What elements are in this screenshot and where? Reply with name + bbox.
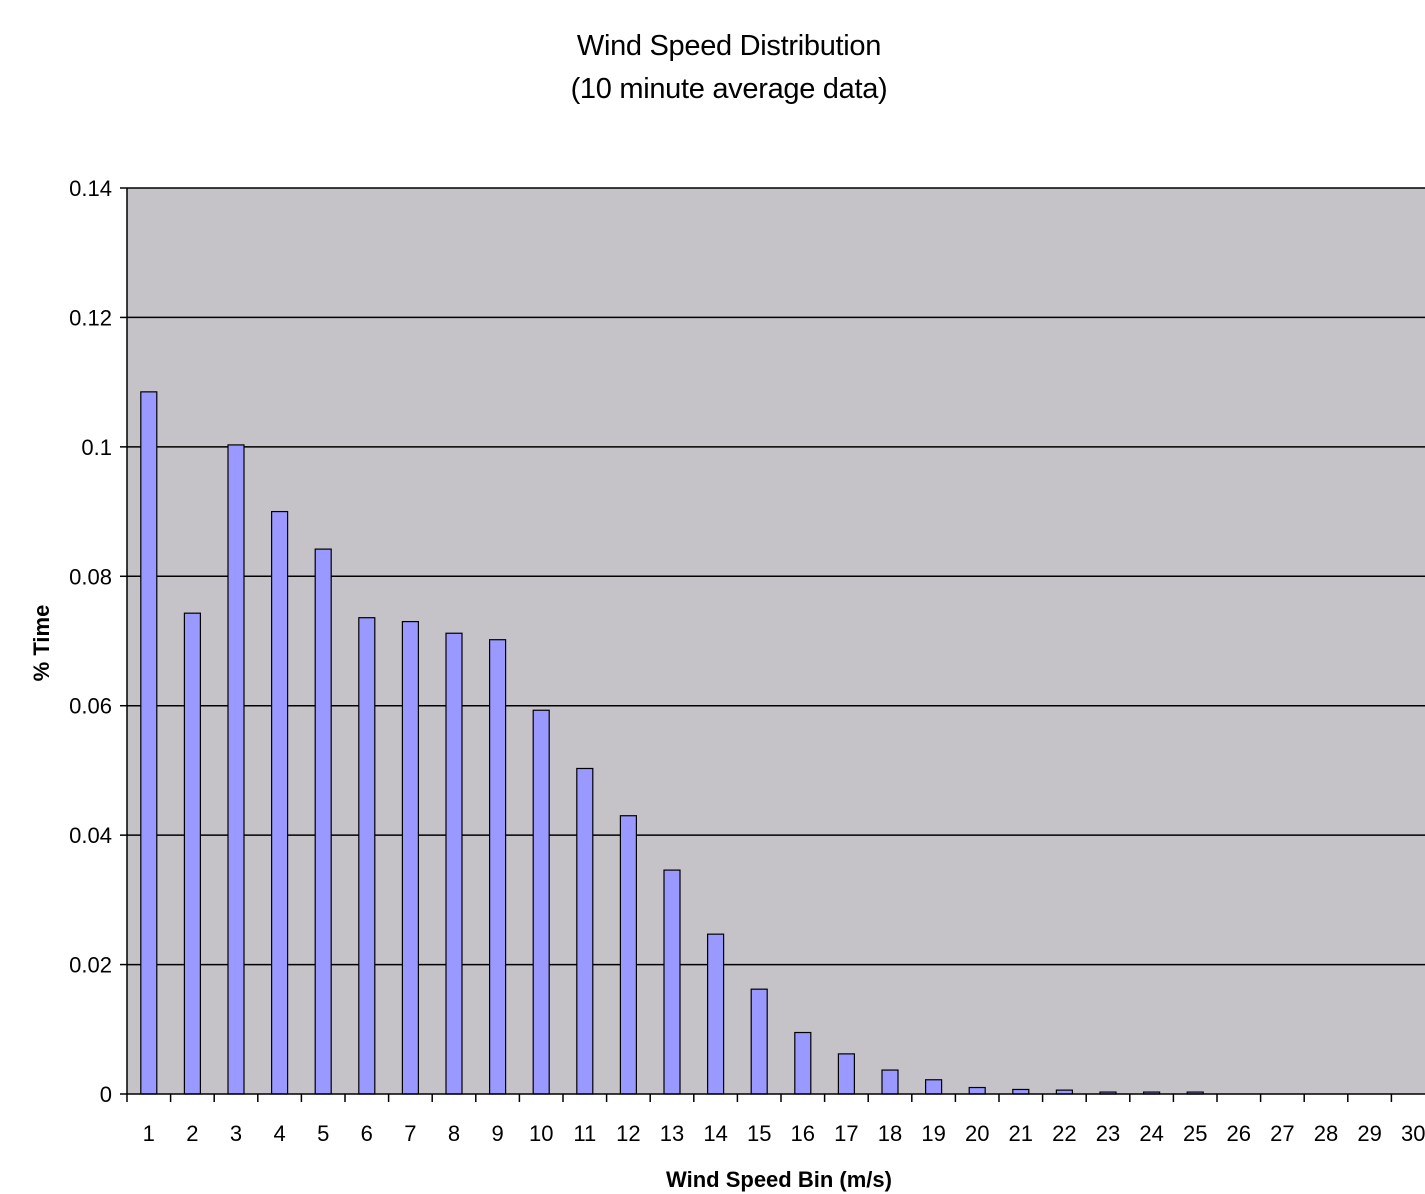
x-tick-label: 6 bbox=[361, 1121, 373, 1146]
y-tick-label: 0.04 bbox=[69, 823, 112, 848]
x-tick-label: 19 bbox=[921, 1121, 945, 1146]
bar bbox=[183, 612, 201, 1095]
x-tick-label: 16 bbox=[791, 1121, 815, 1146]
x-tick-label: 25 bbox=[1183, 1121, 1207, 1146]
y-tick-label: 0 bbox=[100, 1082, 112, 1107]
y-tick-label: 0.06 bbox=[69, 694, 112, 719]
x-tick-label: 29 bbox=[1357, 1121, 1381, 1146]
bar bbox=[532, 709, 550, 1095]
x-tick-label: 13 bbox=[660, 1121, 684, 1146]
x-tick-label: 14 bbox=[703, 1121, 727, 1146]
bar bbox=[837, 1053, 856, 1095]
y-axis-title: % Time bbox=[29, 605, 54, 682]
x-tick-label: 17 bbox=[834, 1121, 858, 1146]
bar bbox=[619, 815, 638, 1095]
bar bbox=[489, 639, 507, 1095]
x-tick-label: 28 bbox=[1314, 1121, 1338, 1146]
bar bbox=[227, 444, 245, 1095]
chart-subtitle: (10 minute average data) bbox=[570, 73, 888, 105]
bar bbox=[140, 391, 158, 1095]
bar bbox=[445, 632, 463, 1095]
bar bbox=[271, 510, 289, 1095]
bar bbox=[750, 988, 768, 1095]
x-tick-label: 21 bbox=[1009, 1121, 1033, 1146]
x-tick-label: 7 bbox=[404, 1121, 416, 1146]
bar bbox=[576, 767, 594, 1095]
x-tick-label: 12 bbox=[616, 1121, 640, 1146]
x-tick-label: 24 bbox=[1139, 1121, 1163, 1146]
x-tick-label: 9 bbox=[491, 1121, 503, 1146]
x-axis-title: Wind Speed Bin (m/s) bbox=[666, 1167, 892, 1192]
bar bbox=[794, 1031, 812, 1095]
x-tick-label: 10 bbox=[529, 1121, 553, 1146]
x-tick-label: 27 bbox=[1270, 1121, 1294, 1146]
chart-title: Wind Speed Distribution bbox=[576, 30, 882, 62]
x-tick-label: 23 bbox=[1096, 1121, 1120, 1146]
x-tick-label: 15 bbox=[747, 1121, 771, 1146]
plot-area bbox=[127, 188, 1425, 1094]
x-tick-label: 20 bbox=[965, 1121, 989, 1146]
y-tick-label: 0.08 bbox=[69, 564, 112, 589]
x-tick-label: 30 bbox=[1401, 1121, 1425, 1146]
bar bbox=[401, 620, 419, 1095]
y-tick-label: 0.14 bbox=[69, 176, 112, 201]
x-tick-label: 2 bbox=[186, 1121, 198, 1146]
bar bbox=[314, 548, 332, 1095]
bar bbox=[663, 869, 681, 1095]
x-tick-label: 22 bbox=[1052, 1121, 1076, 1146]
x-tick-label: 4 bbox=[273, 1121, 285, 1146]
x-tick-label: 1 bbox=[143, 1121, 155, 1146]
bar bbox=[358, 617, 376, 1095]
x-tick-label: 11 bbox=[573, 1121, 596, 1146]
bar bbox=[924, 1079, 943, 1095]
x-tick-label: 3 bbox=[230, 1121, 242, 1146]
x-tick-label: 26 bbox=[1227, 1121, 1251, 1146]
bar bbox=[968, 1086, 986, 1095]
bar bbox=[706, 933, 725, 1095]
x-tick-label: 5 bbox=[317, 1121, 329, 1146]
y-tick-label: 0.02 bbox=[69, 953, 112, 978]
y-tick-label: 0.1 bbox=[81, 435, 112, 460]
bar bbox=[881, 1069, 899, 1095]
y-tick-label: 0.12 bbox=[69, 305, 112, 330]
x-tick-label: 18 bbox=[878, 1121, 902, 1146]
x-tick-label: 8 bbox=[448, 1121, 460, 1146]
